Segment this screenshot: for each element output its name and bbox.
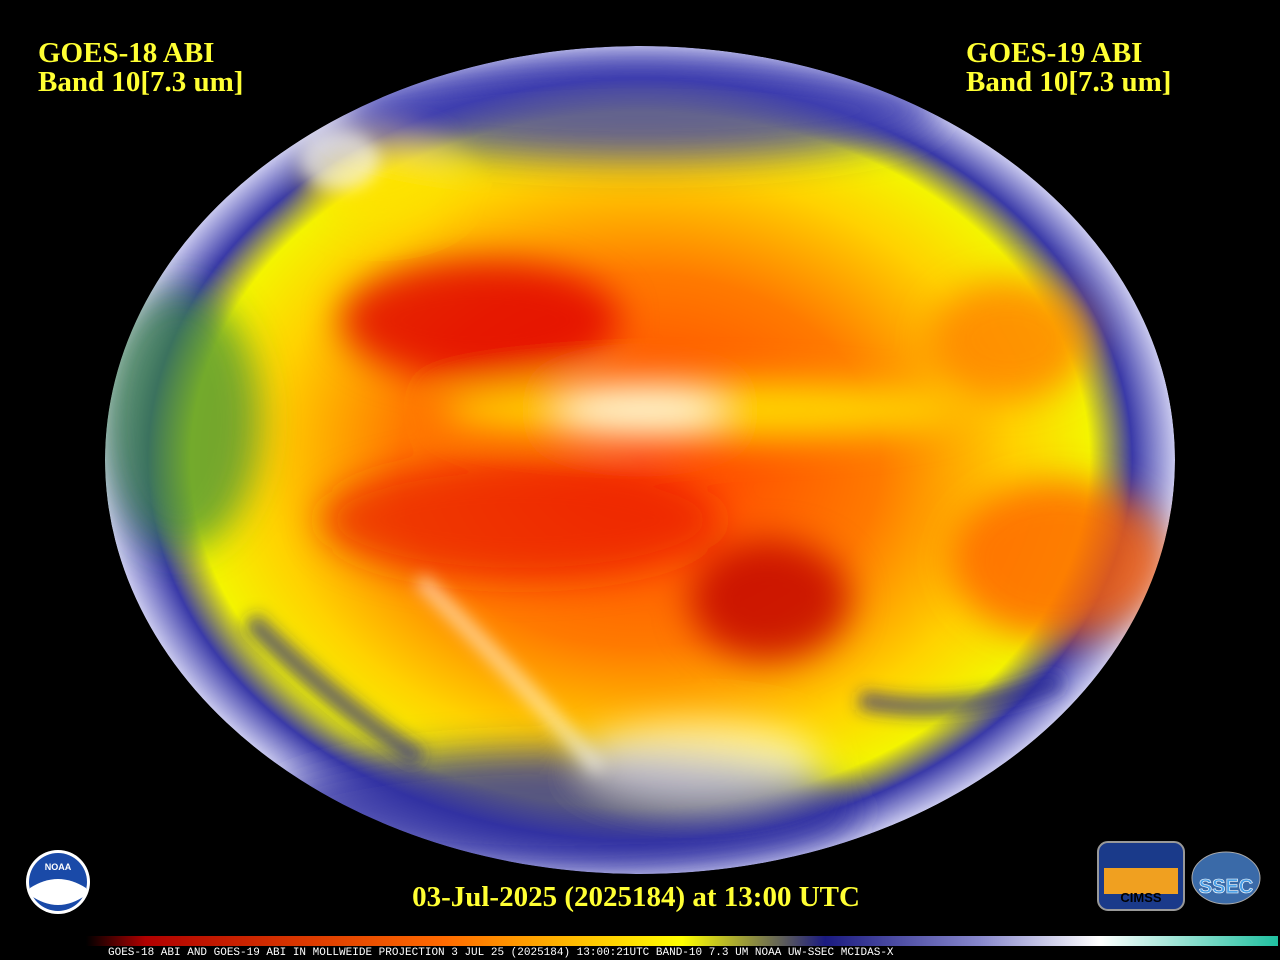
timestamp: 03-Jul-2025 (2025184) at 13:00 UTC <box>412 881 860 913</box>
noaa-logo: NOAA <box>26 850 90 914</box>
weather-features <box>105 60 1170 870</box>
globe <box>105 46 1175 874</box>
footer-caption: GOES-18 ABI AND GOES-19 ABI IN MOLLWEIDE… <box>108 947 894 959</box>
ssec-text: SSEC <box>1199 876 1253 898</box>
ssec-logo: SSEC <box>1191 851 1261 905</box>
right-band: Band 10[7.3 um] <box>966 66 1171 98</box>
earth-disk <box>105 46 1175 874</box>
right-satellite: GOES-19 ABI <box>966 37 1142 69</box>
left-band: Band 10[7.3 um] <box>38 66 243 98</box>
cimss-logo: CIMSS <box>1097 841 1185 911</box>
cimss-text: CIMSS <box>1120 890 1162 905</box>
left-satellite: GOES-18 ABI <box>38 37 214 69</box>
cloud-streaks <box>242 130 1064 775</box>
noaa-text: NOAA <box>45 862 72 872</box>
color-scale-bar <box>86 936 1278 946</box>
